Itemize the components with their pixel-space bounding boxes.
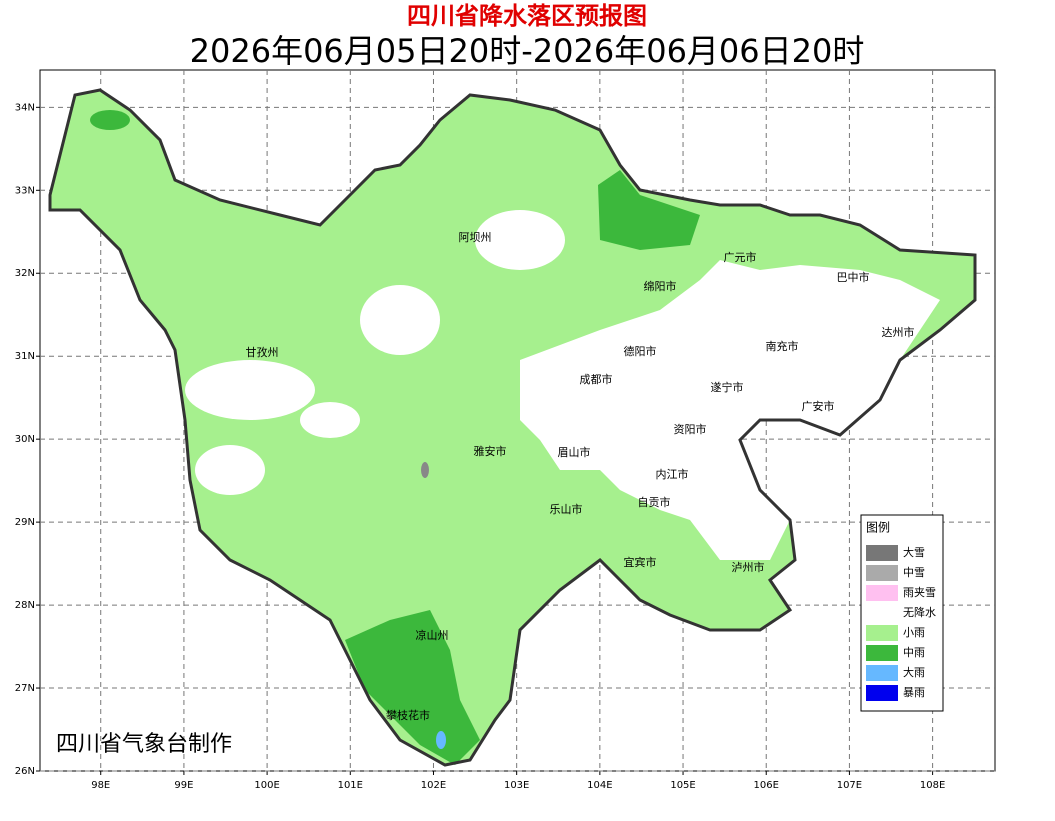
legend-label: 中雨 (903, 646, 925, 659)
city-label: 资阳市 (674, 422, 707, 436)
x-tick-label: 105E (670, 780, 695, 791)
y-tick-label: 32N (15, 268, 35, 279)
no-rain-patches (185, 210, 565, 495)
city-label: 乐山市 (550, 502, 583, 516)
x-tick-label: 106E (754, 780, 779, 791)
city-label: 绵阳市 (644, 279, 677, 293)
legend-swatch (866, 685, 898, 701)
province-area (50, 90, 975, 765)
x-tick-label: 102E (421, 780, 446, 791)
x-tick-label: 104E (587, 780, 612, 791)
legend-label: 雨夹雪 (903, 586, 936, 599)
city-label: 甘孜州 (246, 345, 279, 359)
legend-swatch (866, 605, 898, 621)
x-tick-label: 98E (91, 780, 110, 791)
province-border (48, 88, 977, 767)
city-label: 内江市 (656, 467, 689, 481)
legend-swatch (866, 545, 898, 561)
legend-swatch (866, 585, 898, 601)
legend-swatch (866, 645, 898, 661)
legend-swatch (866, 625, 898, 641)
city-label: 广安市 (802, 399, 835, 413)
city-label: 成都市 (580, 372, 613, 386)
y-tick-label: 31N (15, 351, 35, 362)
city-label: 达州市 (882, 325, 915, 339)
y-tick-label: 34N (15, 102, 35, 113)
city-label: 眉山市 (558, 445, 591, 459)
city-label: 凉山州 (416, 628, 449, 642)
x-tick-label: 107E (837, 780, 862, 791)
legend-label: 无降水 (903, 605, 936, 619)
y-tick-label: 33N (15, 185, 35, 196)
legend-label: 大雪 (903, 545, 925, 559)
city-label: 宜宾市 (624, 555, 657, 569)
legend-title: 图例 (866, 521, 890, 535)
y-tick-label: 27N (15, 683, 35, 694)
city-label: 攀枝花市 (386, 708, 430, 722)
x-tick-label: 103E (504, 780, 529, 791)
y-tick-label: 28N (15, 600, 35, 611)
city-label: 泸州市 (732, 560, 765, 574)
legend-label: 大雨 (903, 665, 925, 679)
x-tick-label: 99E (174, 780, 193, 791)
x-tick-label: 101E (338, 780, 363, 791)
y-tick-label: 26N (15, 766, 35, 777)
city-label: 巴中市 (837, 270, 870, 284)
legend-label: 中雪 (903, 566, 925, 579)
city-label: 雅安市 (474, 444, 507, 458)
snow-area (421, 462, 429, 478)
city-label: 遂宁市 (711, 380, 744, 394)
x-tick-label: 108E (920, 780, 945, 791)
legend-swatch (866, 565, 898, 581)
y-tick-label: 30N (15, 434, 35, 445)
credit: 四川省气象台制作 (56, 732, 232, 757)
x-tick-label: 100E (254, 780, 279, 791)
legend-label: 暴雨 (903, 686, 925, 699)
y-tick-label: 29N (15, 517, 35, 528)
city-label: 阿坝州 (459, 230, 492, 244)
subtitle: 2026年06月05日20时-2026年06月06日20时 (190, 32, 865, 70)
moderate-rain-areas (90, 110, 700, 765)
city-label: 自贡市 (638, 495, 671, 509)
city-label: 德阳市 (624, 344, 657, 358)
city-label: 广元市 (724, 250, 757, 264)
no-rain-area (520, 260, 940, 560)
legend-swatch (866, 665, 898, 681)
city-label: 南充市 (766, 339, 799, 353)
legend-label: 小雨 (903, 626, 925, 639)
heavy-rain-area (436, 731, 446, 749)
title: 四川省降水落区预报图 (407, 2, 647, 30)
